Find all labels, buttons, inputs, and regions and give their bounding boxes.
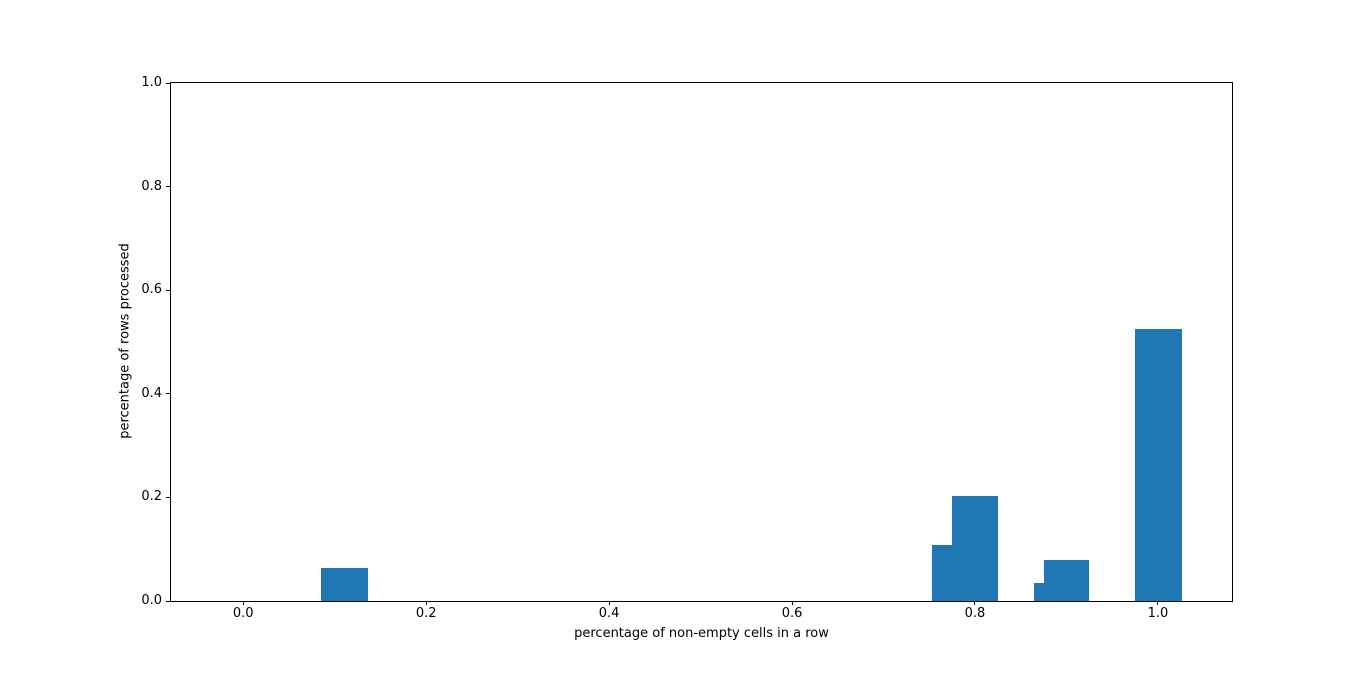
y-tick-label: 0.4 [141, 385, 162, 401]
histogram-bar [1044, 560, 1090, 601]
histogram-bar [1034, 582, 1045, 601]
y-axis-label: percentage of rows processed [117, 243, 133, 439]
histogram-bar [1135, 328, 1182, 601]
y-tick-mark [166, 600, 171, 602]
y-tick-mark [166, 496, 171, 498]
y-tick-label: 0.8 [141, 178, 162, 194]
x-tick-label: 0.2 [415, 606, 437, 621]
x-tick-mark [1157, 601, 1159, 605]
y-tick-label: 1.0 [141, 75, 162, 90]
y-tick-label: 0.6 [141, 282, 162, 298]
x-tick-mark [608, 601, 610, 605]
histogram-bar [952, 495, 998, 601]
y-tick-mark [166, 289, 171, 291]
x-tick-mark [974, 601, 976, 605]
x-tick-label: 1.0 [1147, 606, 1169, 621]
x-tick-mark [791, 601, 793, 605]
y-tick-label: 0.2 [141, 489, 162, 505]
x-tick-mark [242, 601, 244, 605]
y-tick-mark [166, 393, 171, 395]
x-tick-label: 0.6 [781, 606, 803, 621]
plot-area: 0.0 0.2 0.4 0.6 0.8 1.0 0.0 0.2 0.4 0.6 0.8 1.0 [141, 75, 1233, 621]
y-tick-mark [166, 82, 171, 84]
histogram-bar [931, 544, 953, 601]
x-tick-label: 0.0 [232, 606, 254, 621]
y-tick-label: 0.0 [141, 593, 162, 608]
x-tick-mark [425, 601, 427, 605]
histogram-bar [321, 567, 368, 601]
x-tick-label: 0.8 [964, 606, 986, 621]
x-axis-label: percentage of non-empty cells in a row [574, 626, 829, 641]
x-tick-label: 0.4 [598, 606, 620, 621]
y-tick-mark [166, 186, 171, 188]
